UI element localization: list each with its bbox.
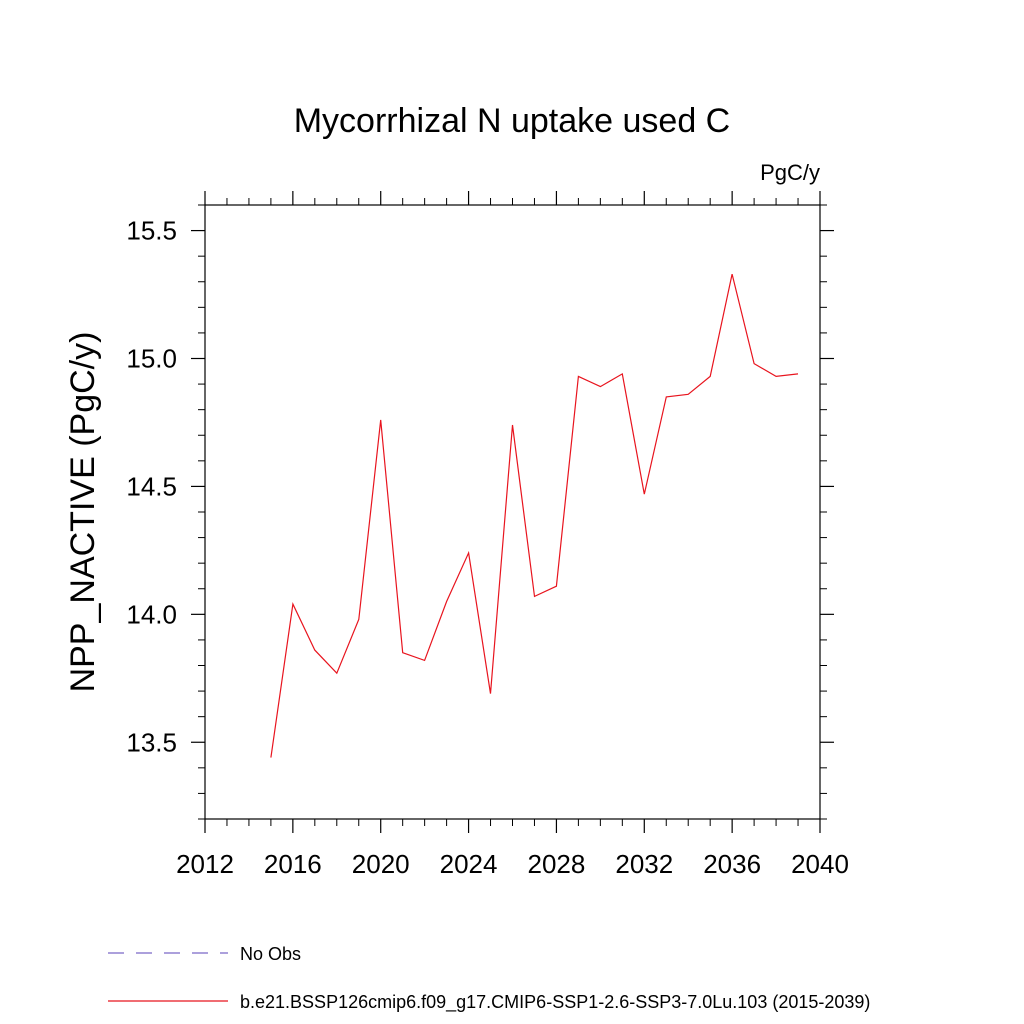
series-line xyxy=(270,273,799,758)
tick-labels: 2012 2016 2020 2024 2028 2032 2036 2040 13.5 14.0… xyxy=(126,216,849,879)
legend: No Obs b.e21.BSSP126cmip6.f09_g17.CMIP6-S… xyxy=(108,944,870,1013)
axis-ticks xyxy=(191,191,834,833)
legend-label: No Obs xyxy=(240,944,301,964)
y-tick-label: 13.5 xyxy=(126,727,177,757)
units-label: PgC/y xyxy=(760,160,820,185)
chart-title: Mycorrhizal N uptake used C xyxy=(294,102,731,140)
y-tick-label: 15.0 xyxy=(126,344,177,374)
x-tick-label: 2040 xyxy=(791,849,849,879)
x-tick-label: 2036 xyxy=(703,849,761,879)
series-layer xyxy=(270,273,799,758)
x-tick-label: 2024 xyxy=(440,849,498,879)
legend-label: b.e21.BSSP126cmip6.f09_g17.CMIP6-SSP1-2.… xyxy=(240,992,870,1013)
y-tick-label: 15.5 xyxy=(126,216,177,246)
x-tick-label: 2012 xyxy=(176,849,234,879)
y-axis-label: NPP_NACTIVE (PgC/y) xyxy=(64,332,102,693)
x-tick-label: 2032 xyxy=(615,849,673,879)
y-tick-label: 14.0 xyxy=(126,599,177,629)
x-tick-label: 2020 xyxy=(352,849,410,879)
x-tick-label: 2016 xyxy=(264,849,322,879)
x-tick-label: 2028 xyxy=(528,849,586,879)
y-tick-label: 14.5 xyxy=(126,471,177,501)
